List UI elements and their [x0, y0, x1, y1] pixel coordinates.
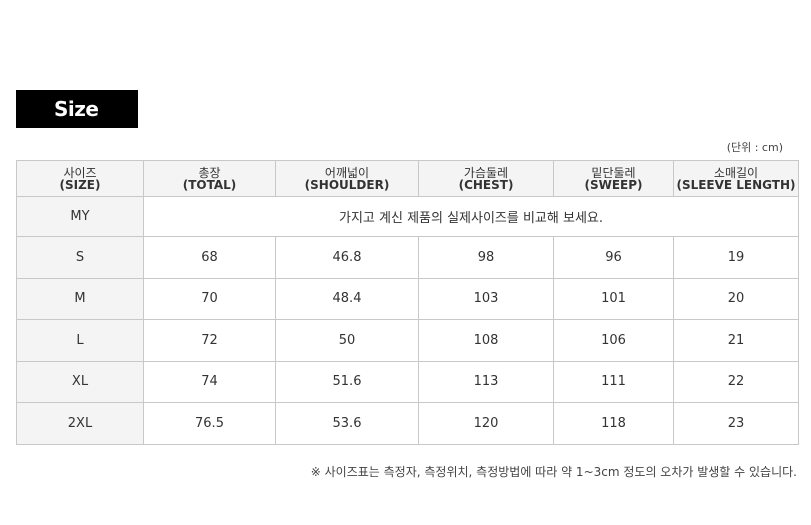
measurement-cell: 113	[418, 360, 554, 403]
measurement-cell: 48.4	[275, 277, 419, 320]
measurement-cell: 22	[673, 360, 799, 403]
table-row: XL 74 51.6 113 111 22	[16, 360, 799, 403]
header-sweep: 밑단둘레 (SWEEP)	[553, 160, 674, 197]
measurement-cell: 111	[553, 360, 674, 403]
my-label: MY	[16, 196, 144, 237]
header-chest: 가슴둘레 (CHEST)	[418, 160, 554, 197]
measurement-cell: 98	[418, 236, 554, 279]
size-label: S	[16, 236, 144, 279]
measurement-cell: 68	[143, 236, 276, 279]
table-row: S 68 46.8 98 96 19	[16, 236, 799, 279]
header-row: 사이즈 (SIZE) 총장 (TOTAL) 어깨넓이 (SHOULDER) 가슴둘레(…	[16, 160, 799, 197]
unit-label: (단위 : cm)	[726, 141, 783, 154]
measurement-cell: 50	[275, 319, 419, 362]
header-shoulder: 어깨넓이 (SHOULDER)	[275, 160, 419, 197]
measurement-cell: 101	[553, 277, 674, 320]
table-row: M 70 48.4 103 101 20	[16, 277, 799, 320]
measurement-cell: 96	[553, 236, 674, 279]
measurement-cell: 76.5	[143, 402, 276, 445]
size-label: L	[16, 319, 144, 362]
table-row: L 72 50 108 106 21	[16, 319, 799, 362]
measurement-note: ※ 사이즈표는 측정자, 측정위치, 측정방법에 따라 약 1~3cm 정도의 …	[310, 465, 797, 479]
header-total: 총장 (TOTAL)	[143, 160, 276, 197]
measurement-cell: 53.6	[275, 402, 419, 445]
measurement-cell: 72	[143, 319, 276, 362]
measurement-cell: 21	[673, 319, 799, 362]
measurement-cell: 19	[673, 236, 799, 279]
size-table: 사이즈 (SIZE) 총장 (TOTAL) 어깨넓이 (SHOULDER) 가슴둘레(…	[16, 160, 799, 445]
measurement-cell: 74	[143, 360, 276, 403]
my-row: MY 가지고 계신 제품의 실제사이즈를 비교해 보세요.	[16, 196, 799, 237]
section-title: Size	[16, 90, 138, 128]
table-row: 2XL 76.5 53.6 120 118 23	[16, 402, 799, 445]
header-sleeve: 소매길이 (SLEEVE LENGTH)	[673, 160, 799, 197]
measurement-cell: 46.8	[275, 236, 419, 279]
measurement-cell: 120	[418, 402, 554, 445]
measurement-cell: 106	[553, 319, 674, 362]
size-label: M	[16, 277, 144, 320]
measurement-cell: 108	[418, 319, 554, 362]
measurement-cell: 23	[673, 402, 799, 445]
measurement-cell: 103	[418, 277, 554, 320]
measurement-cell: 51.6	[275, 360, 419, 403]
measurement-cell: 70	[143, 277, 276, 320]
size-label: 2XL	[16, 402, 144, 445]
size-label: XL	[16, 360, 144, 403]
header-size: 사이즈 (SIZE)	[16, 160, 144, 197]
measurement-cell: 20	[673, 277, 799, 320]
measurement-cell: 118	[553, 402, 674, 445]
my-message: 가지고 계신 제품의 실제사이즈를 비교해 보세요.	[143, 196, 799, 237]
